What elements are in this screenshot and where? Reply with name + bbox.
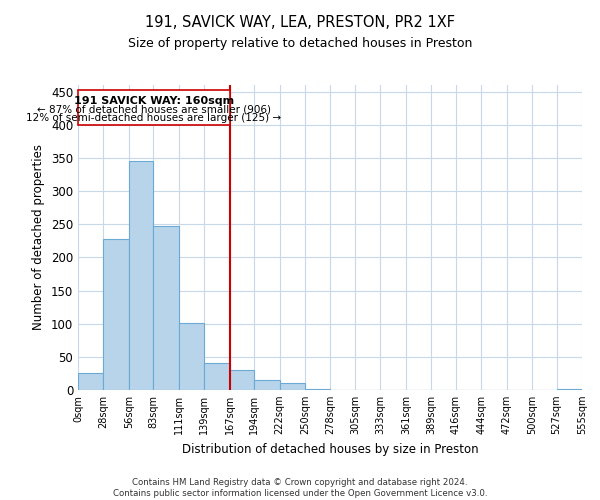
Bar bbox=[78, 374, 103, 390]
Y-axis label: Number of detached properties: Number of detached properties bbox=[32, 144, 46, 330]
Text: 191 SAVICK WAY: 160sqm: 191 SAVICK WAY: 160sqm bbox=[74, 96, 234, 106]
Bar bbox=[280, 384, 305, 390]
Bar bbox=[230, 370, 254, 390]
Text: Size of property relative to detached houses in Preston: Size of property relative to detached ho… bbox=[128, 38, 472, 51]
Bar bbox=[154, 226, 179, 390]
Bar bbox=[103, 239, 129, 390]
X-axis label: Distribution of detached houses by size in Preston: Distribution of detached houses by size … bbox=[182, 442, 478, 456]
Text: 191, SAVICK WAY, LEA, PRESTON, PR2 1XF: 191, SAVICK WAY, LEA, PRESTON, PR2 1XF bbox=[145, 15, 455, 30]
Bar bbox=[254, 380, 280, 390]
Text: ← 87% of detached houses are smaller (906): ← 87% of detached houses are smaller (90… bbox=[37, 104, 271, 114]
Bar bbox=[179, 323, 204, 390]
Text: 12% of semi-detached houses are larger (125) →: 12% of semi-detached houses are larger (… bbox=[26, 113, 281, 123]
Text: Contains HM Land Registry data © Crown copyright and database right 2024.
Contai: Contains HM Land Registry data © Crown c… bbox=[113, 478, 487, 498]
Bar bbox=[204, 364, 230, 390]
FancyBboxPatch shape bbox=[78, 90, 230, 125]
Bar bbox=[129, 161, 154, 390]
